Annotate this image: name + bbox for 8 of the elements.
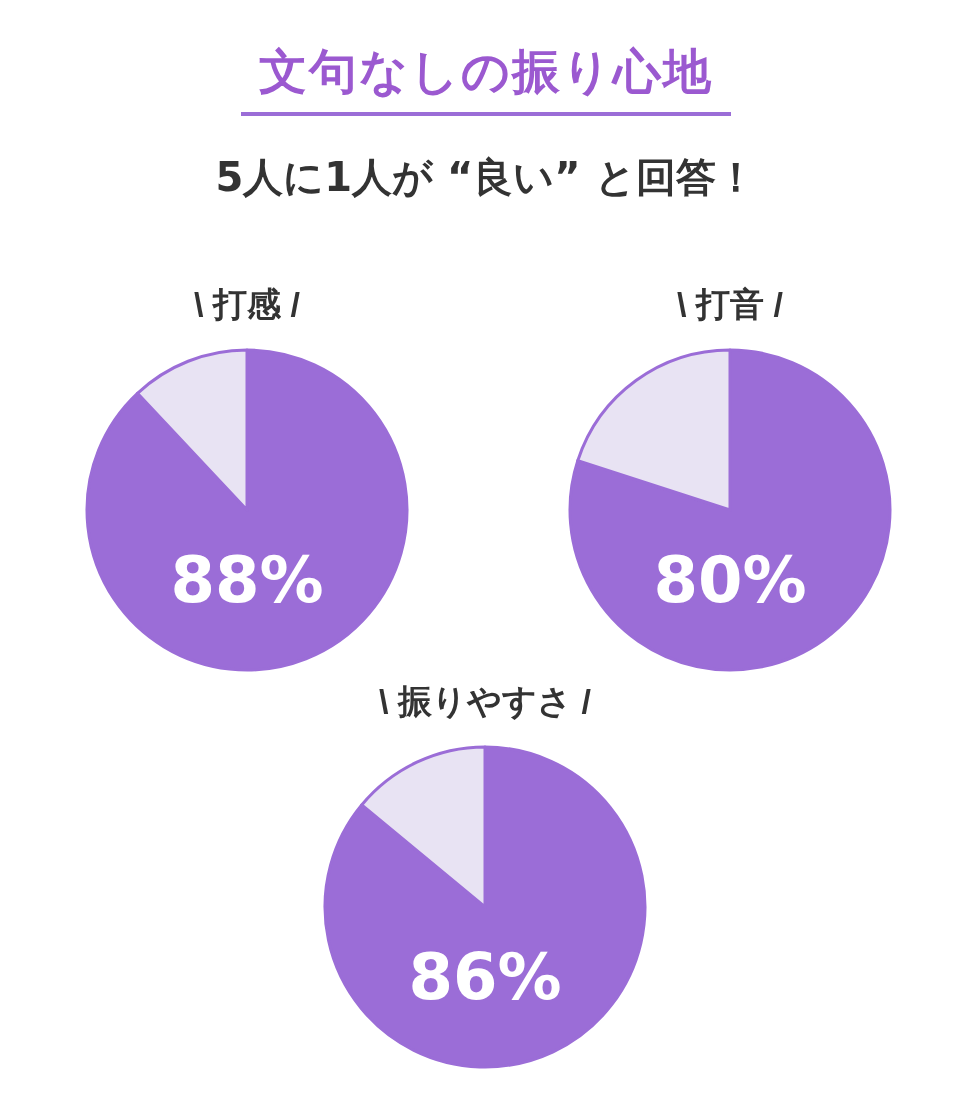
data-label: 86% [408,940,562,1014]
data-label: 88% [170,543,324,617]
chart-title: \ 打音 / [677,285,784,323]
text: 5人に1人が “良い” と回答！ [214,153,757,202]
text: 文句なしの振り心地 [240,40,731,116]
chart-title: \ 振りやすさ / [379,682,592,720]
data-label: 80% [653,543,807,617]
chart-title: \ 打感 / [194,285,301,323]
